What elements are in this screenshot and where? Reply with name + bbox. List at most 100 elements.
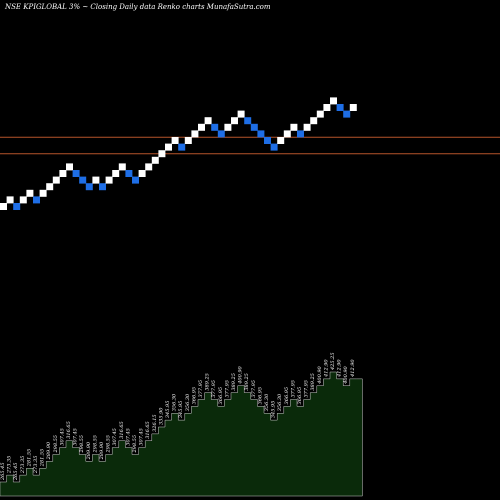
renko-brick <box>33 196 40 204</box>
renko-brick <box>257 130 265 138</box>
price-label: 412.90 <box>350 359 356 378</box>
renko-brick <box>303 123 311 131</box>
price-label: 377.95 <box>290 380 296 398</box>
renko-brick <box>349 104 357 111</box>
renko-brick <box>330 97 337 105</box>
renko-brick <box>211 123 219 131</box>
price-label: 316.65 <box>145 421 151 439</box>
price-label: 316.65 <box>66 421 72 439</box>
renko-brick <box>99 183 106 191</box>
renko-brick <box>85 183 93 191</box>
price-label: 356.30 <box>172 393 178 411</box>
renko-brick <box>264 137 271 144</box>
price-label: 281.55 <box>26 449 32 468</box>
price-area <box>0 371 363 497</box>
renko-brick <box>6 196 14 204</box>
price-label: 412.90 <box>337 359 343 378</box>
renko-brick <box>343 110 351 118</box>
price-label: 400.90 <box>343 365 349 384</box>
renko-brick <box>290 123 298 131</box>
renko-brick <box>316 110 324 118</box>
price-label: 316.65 <box>119 421 125 439</box>
price-label: 389.25 <box>244 373 250 391</box>
renko-brick <box>0 203 7 210</box>
renko-brick <box>250 123 258 131</box>
renko-brick <box>105 176 113 184</box>
renko-brick <box>66 163 73 171</box>
price-label: 366.95 <box>218 387 224 405</box>
renko-brick <box>118 163 126 171</box>
price-label: 298.55 <box>53 435 59 454</box>
price-label: 265.45 <box>13 463 19 482</box>
price-label: 377.95 <box>304 380 310 398</box>
price-label: 273.35 <box>20 456 26 475</box>
price-label: 289.90 <box>86 441 92 460</box>
renko-brick <box>132 176 139 184</box>
price-label: 412.90 <box>323 359 329 378</box>
renko-brick <box>158 150 166 158</box>
price-label: 298.55 <box>132 435 138 454</box>
price-label: 326.15 <box>152 414 158 432</box>
renko-brick <box>184 137 192 144</box>
renko-brick <box>145 163 153 171</box>
price-label: 335.90 <box>158 407 164 425</box>
renko-brick <box>46 183 54 191</box>
price-label: 345.95 <box>165 401 171 419</box>
renko-brick <box>138 170 146 177</box>
price-label: 425.25 <box>330 353 336 372</box>
price-label: 366.95 <box>191 387 197 405</box>
renko-brick <box>19 196 27 204</box>
price-label: 389.25 <box>231 373 237 391</box>
renko-brick <box>52 176 60 184</box>
renko-brick <box>336 104 344 111</box>
renko-brick <box>224 123 232 131</box>
renko-brick <box>310 117 318 125</box>
price-label: 307.45 <box>73 428 79 446</box>
renko-brick <box>231 117 238 125</box>
horizontal-lines <box>0 136 500 155</box>
renko-brick <box>191 130 199 138</box>
price-label: 307.45 <box>125 428 131 446</box>
price-label: 377.95 <box>224 380 230 398</box>
chart-title: NSE KPIGLOBAL 3% ~ Closing Daily data Re… <box>4 3 271 11</box>
renko-brick <box>323 104 331 111</box>
renko-brick <box>283 130 291 138</box>
renko-bricks <box>0 97 357 210</box>
price-label: 366.95 <box>297 387 303 405</box>
renko-brick <box>125 170 133 177</box>
price-label: 366.95 <box>284 387 290 405</box>
renko-brick <box>171 137 179 144</box>
renko-brick <box>151 156 159 164</box>
price-label: 273.35 <box>33 456 39 475</box>
renko-brick <box>277 137 285 144</box>
price-label: 307.45 <box>139 428 145 446</box>
renko-brick <box>198 123 205 131</box>
price-area-path <box>0 371 363 497</box>
price-label: 377.95 <box>251 380 257 398</box>
price-label: 298.55 <box>106 435 112 454</box>
renko-brick <box>72 170 80 177</box>
renko-brick <box>244 117 252 125</box>
renko-brick <box>39 189 47 197</box>
price-label: 356.30 <box>185 393 191 411</box>
renko-brick <box>112 170 120 177</box>
price-label: 281.55 <box>40 449 46 468</box>
renko-brick <box>79 176 87 184</box>
renko-brick <box>59 170 67 177</box>
price-label: 356.30 <box>277 393 283 411</box>
price-label: 345.95 <box>178 401 184 419</box>
price-label: 298.55 <box>92 435 98 454</box>
price-label: 307.45 <box>59 428 65 446</box>
price-label: 345.95 <box>271 401 277 419</box>
price-label: 389.25 <box>310 373 316 391</box>
price-labels: 265.45 273.35 265.45 273.35 281.55 273.35 281.… <box>0 353 356 482</box>
price-label: 289.90 <box>99 441 105 460</box>
price-label: 400.90 <box>238 365 244 384</box>
price-label: 377.95 <box>211 380 217 398</box>
renko-brick <box>204 117 212 125</box>
price-label: 366.95 <box>257 387 263 405</box>
price-label: 307.45 <box>112 428 118 446</box>
renko-brick <box>13 203 21 210</box>
price-label: 289.90 <box>46 441 52 460</box>
